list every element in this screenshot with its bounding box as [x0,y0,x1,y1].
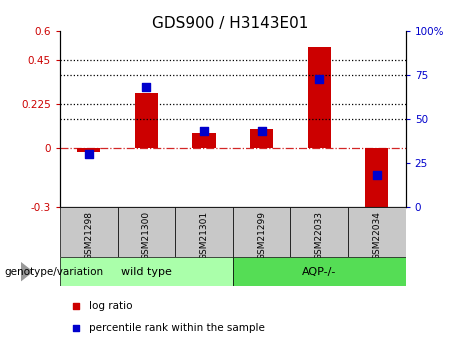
Bar [193,133,216,148]
Text: GSM22033: GSM22033 [315,211,324,260]
Bar [175,207,233,257]
Point [258,129,266,134]
Bar [365,148,388,211]
Point [315,76,323,81]
Bar [233,207,290,257]
Text: GSM21299: GSM21299 [257,211,266,260]
Point [200,129,207,134]
Text: log ratio: log ratio [89,301,133,311]
Text: GSM22034: GSM22034 [372,211,381,260]
Bar [308,47,331,148]
Point [373,172,381,178]
Text: GSM21300: GSM21300 [142,211,151,260]
Polygon shape [21,263,32,281]
Text: genotype/variation: genotype/variation [5,267,104,277]
Bar [60,257,233,286]
Bar [348,207,406,257]
Text: percentile rank within the sample: percentile rank within the sample [89,323,265,333]
Point [72,325,80,331]
Bar [118,207,175,257]
Bar [60,207,118,257]
Text: GSM21298: GSM21298 [84,211,93,260]
Bar [233,257,406,286]
Text: wild type: wild type [121,267,172,277]
Bar [77,148,100,152]
Text: AQP-/-: AQP-/- [302,267,337,277]
Point [72,303,80,308]
Text: GSM21301: GSM21301 [200,211,208,260]
Point [142,85,150,90]
Point [85,151,92,157]
Bar [290,207,348,257]
Text: GDS900 / H3143E01: GDS900 / H3143E01 [152,16,309,30]
Bar [250,129,273,148]
Bar [135,93,158,148]
